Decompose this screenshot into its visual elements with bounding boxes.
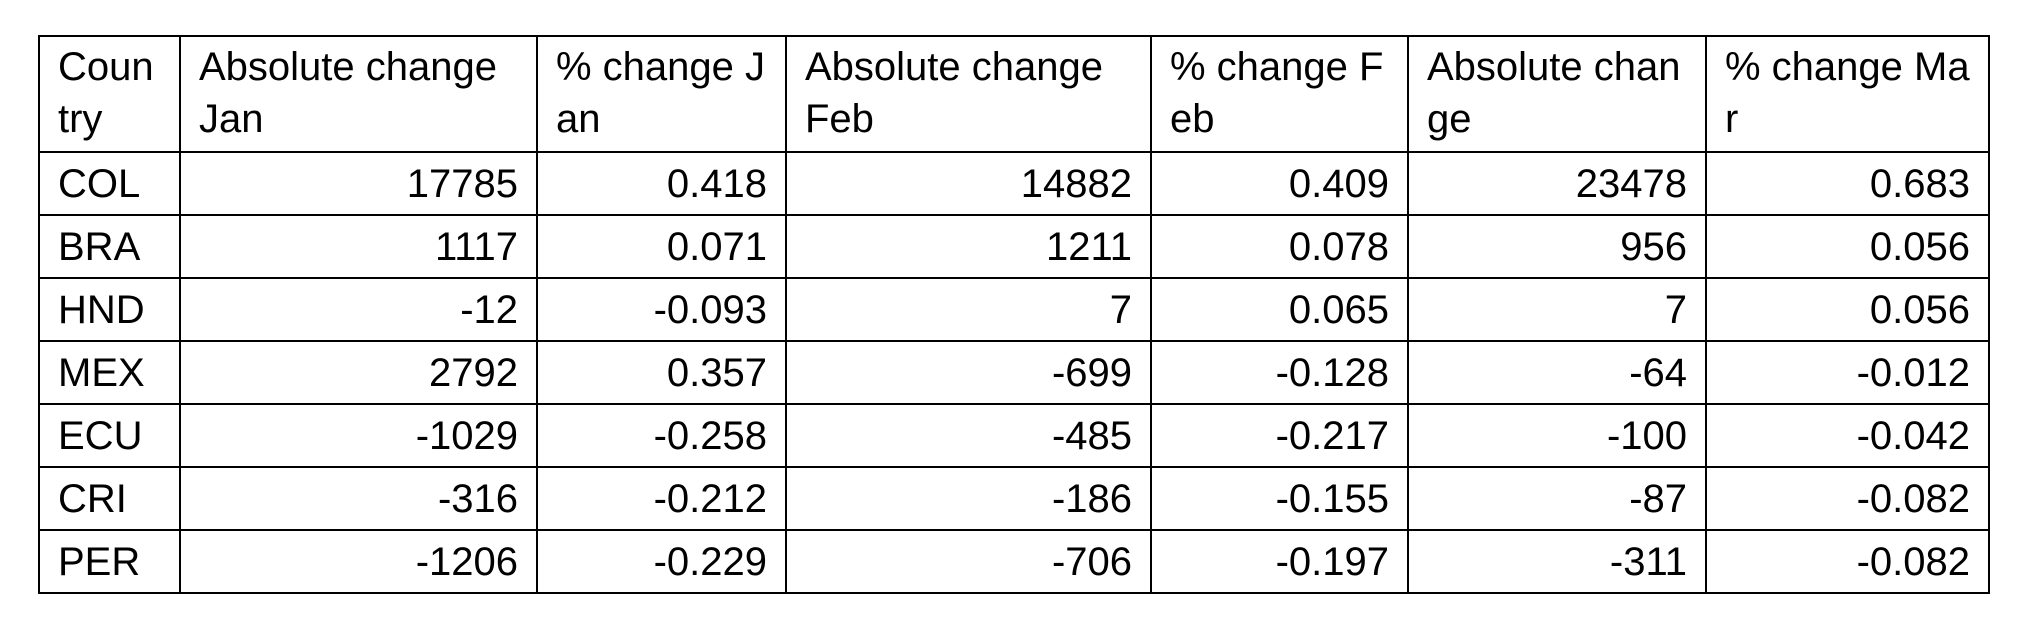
header-absolute-change-jan: Absolute change Jan	[179, 35, 538, 153]
table-cell: -0.082	[1705, 529, 1990, 594]
table-cell: 23478	[1407, 151, 1707, 216]
table-row: COL 17785 0.418 14882 0.409 23478 0.683	[38, 151, 1990, 216]
table-cell: -0.229	[536, 529, 787, 594]
table-row: BRA 1117 0.071 1211 0.078 956 0.056	[38, 214, 1990, 279]
table-cell: 0.078	[1150, 214, 1409, 279]
header-percent-change-feb: % change Feb	[1150, 35, 1409, 153]
table-cell: 2792	[179, 340, 538, 405]
country-cell: CRI	[38, 466, 181, 531]
table-cell: 0.056	[1705, 214, 1990, 279]
table-cell: 0.071	[536, 214, 787, 279]
table-cell: -706	[785, 529, 1152, 594]
table-cell: 0.357	[536, 340, 787, 405]
data-table: Country Absolute change Jan % change Jan…	[38, 35, 1990, 594]
table-cell: -186	[785, 466, 1152, 531]
country-cell: BRA	[38, 214, 181, 279]
table-cell: 1117	[179, 214, 538, 279]
country-cell: HND	[38, 277, 181, 342]
table-cell: 956	[1407, 214, 1707, 279]
header-percent-change-jan: % change Jan	[536, 35, 787, 153]
country-cell: PER	[38, 529, 181, 594]
table-cell: 17785	[179, 151, 538, 216]
table-cell: 14882	[785, 151, 1152, 216]
header-country: Country	[38, 35, 181, 153]
table-cell: -316	[179, 466, 538, 531]
table-cell: 1211	[785, 214, 1152, 279]
table-cell: -0.093	[536, 277, 787, 342]
table-cell: 0.065	[1150, 277, 1409, 342]
table-cell: -64	[1407, 340, 1707, 405]
table-cell: -100	[1407, 403, 1707, 468]
table-row: CRI -316 -0.212 -186 -0.155 -87 -0.082	[38, 466, 1990, 531]
table-cell: -0.197	[1150, 529, 1409, 594]
table-cell: -0.258	[536, 403, 787, 468]
header-percent-change-mar: % change Mar	[1705, 35, 1990, 153]
table-header-row: Country Absolute change Jan % change Jan…	[38, 35, 1990, 153]
table-cell: -87	[1407, 466, 1707, 531]
table-cell: 0.056	[1705, 277, 1990, 342]
country-cell: MEX	[38, 340, 181, 405]
table-cell: -485	[785, 403, 1152, 468]
table-cell: -12	[179, 277, 538, 342]
table-cell: -1206	[179, 529, 538, 594]
table-cell: 7	[785, 277, 1152, 342]
table-cell: -1029	[179, 403, 538, 468]
table-cell: -311	[1407, 529, 1707, 594]
table-cell: -0.042	[1705, 403, 1990, 468]
table-row: MEX 2792 0.357 -699 -0.128 -64 -0.012	[38, 340, 1990, 405]
table-cell: -0.128	[1150, 340, 1409, 405]
table-row: PER -1206 -0.229 -706 -0.197 -311 -0.082	[38, 529, 1990, 594]
table-cell: 0.409	[1150, 151, 1409, 216]
table-row: ECU -1029 -0.258 -485 -0.217 -100 -0.042	[38, 403, 1990, 468]
table-cell: 0.418	[536, 151, 787, 216]
country-cell: ECU	[38, 403, 181, 468]
table-cell: 7	[1407, 277, 1707, 342]
header-absolute-change-feb: Absolute change Feb	[785, 35, 1152, 153]
table-cell: -0.082	[1705, 466, 1990, 531]
table-cell: -0.012	[1705, 340, 1990, 405]
country-cell: COL	[38, 151, 181, 216]
table-cell: -0.212	[536, 466, 787, 531]
table-cell: -0.217	[1150, 403, 1409, 468]
table-cell: -0.155	[1150, 466, 1409, 531]
header-absolute-change: Absolute change	[1407, 35, 1707, 153]
table-cell: -699	[785, 340, 1152, 405]
table-cell: 0.683	[1705, 151, 1990, 216]
table-row: HND -12 -0.093 7 0.065 7 0.056	[38, 277, 1990, 342]
